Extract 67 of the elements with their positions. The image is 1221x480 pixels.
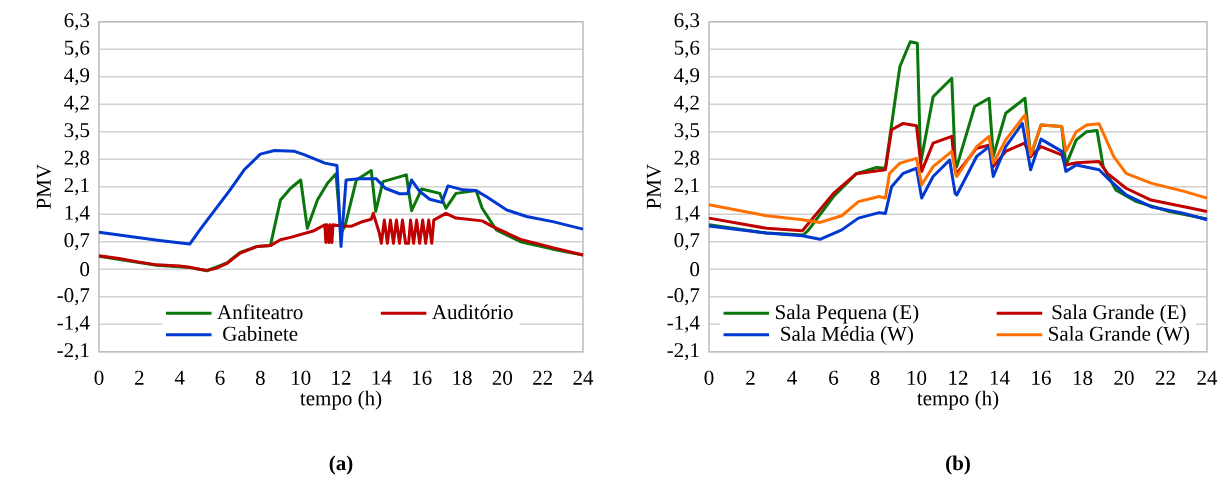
y-tick-label: 0 bbox=[690, 262, 700, 277]
x-tick-label: 6 bbox=[829, 370, 839, 385]
y-tick-label: 2,1 bbox=[674, 178, 699, 196]
y-tick-label: 6,3 bbox=[674, 13, 700, 31]
x-tick-label: 18 bbox=[453, 370, 472, 385]
y-tick-label: 6,3 bbox=[64, 13, 90, 31]
x-tick-label: 16 bbox=[413, 370, 432, 385]
x-tick-label: 2 bbox=[135, 370, 144, 385]
y-tick-label: 4,9 bbox=[674, 68, 700, 86]
y-tick-label: 2,8 bbox=[64, 150, 90, 168]
y-tick-label: 5,6 bbox=[674, 40, 700, 58]
y-tick-label: 0 bbox=[80, 262, 90, 277]
legend-label: Sala Grande (E) bbox=[1052, 304, 1186, 324]
x-tick-label: 24 bbox=[573, 370, 594, 385]
line-series bbox=[97, 149, 585, 248]
y-axis-title: PMV bbox=[36, 164, 51, 209]
y-tick-label: 3,5 bbox=[64, 123, 90, 141]
y-tick-label: -0,7 bbox=[57, 288, 90, 306]
y-tick-label: 2,8 bbox=[674, 150, 700, 168]
x-tick-label: 4 bbox=[787, 370, 797, 385]
x-tick-label: 20 bbox=[1114, 370, 1134, 385]
y-tick-label: -1,4 bbox=[667, 315, 700, 333]
y-tick-label: -2,1 bbox=[57, 343, 89, 361]
x-tick-label: 10 bbox=[907, 370, 927, 385]
x-tick-label: 14 bbox=[372, 370, 392, 385]
y-tick-label: 4,2 bbox=[64, 95, 89, 113]
legend-label: Anfiteatro bbox=[217, 304, 303, 320]
legend-label: Auditório bbox=[432, 304, 513, 320]
x-tick-label: 2 bbox=[746, 370, 755, 385]
x-tick-label: 4 bbox=[174, 370, 185, 385]
x-tick-label: 0 bbox=[94, 370, 104, 385]
line-series bbox=[97, 211, 585, 272]
x-tick-label: 10 bbox=[292, 370, 311, 385]
x-tick-label: 12 bbox=[332, 370, 351, 385]
x-tick-label: 6 bbox=[215, 370, 225, 385]
legend-label: Gabinete bbox=[223, 326, 298, 341]
y-tick-label: 0,7 bbox=[64, 233, 90, 251]
y-tick-label: 0,7 bbox=[674, 233, 700, 251]
text: (a) bbox=[329, 455, 353, 475]
y-axis-title: PMV bbox=[646, 164, 661, 209]
x-tick-label: 22 bbox=[1155, 370, 1175, 385]
y-tick-label: -0,7 bbox=[667, 288, 700, 306]
y-tick-label: -1,4 bbox=[57, 315, 90, 333]
x-axis-title: tempo (h) bbox=[917, 390, 999, 410]
y-tick-label: 4,2 bbox=[674, 95, 699, 113]
y-tick-label: 5,6 bbox=[64, 40, 90, 58]
legend-label: Sala Média (W) bbox=[781, 326, 913, 346]
x-tick-label: 22 bbox=[533, 370, 553, 385]
x-tick-label: 0 bbox=[704, 370, 714, 385]
x-tick-label: 8 bbox=[255, 370, 265, 385]
x-tick-label: 18 bbox=[1073, 370, 1093, 385]
legend-label: Sala Pequena (E) bbox=[775, 304, 919, 324]
text: (b) bbox=[946, 455, 970, 475]
x-tick-label: 12 bbox=[949, 370, 968, 385]
y-tick-label: 1,4 bbox=[65, 205, 90, 223]
x-tick-label: 24 bbox=[1197, 370, 1218, 385]
x-tick-label: 20 bbox=[492, 370, 513, 385]
x-tick-label: 16 bbox=[1032, 370, 1051, 385]
y-tick-label: 4,9 bbox=[64, 68, 90, 86]
y-tick-label: 3,5 bbox=[674, 123, 700, 141]
y-tick-label: -2,1 bbox=[667, 343, 699, 361]
y-tick-label: 2,1 bbox=[64, 178, 89, 196]
x-tick-label: 14 bbox=[990, 370, 1010, 385]
x-axis-title: tempo (h) bbox=[300, 390, 382, 410]
x-tick-label: 8 bbox=[870, 370, 880, 385]
y-tick-label: 1,4 bbox=[675, 205, 700, 223]
legend-label: Sala Grande (W) bbox=[1049, 326, 1190, 346]
